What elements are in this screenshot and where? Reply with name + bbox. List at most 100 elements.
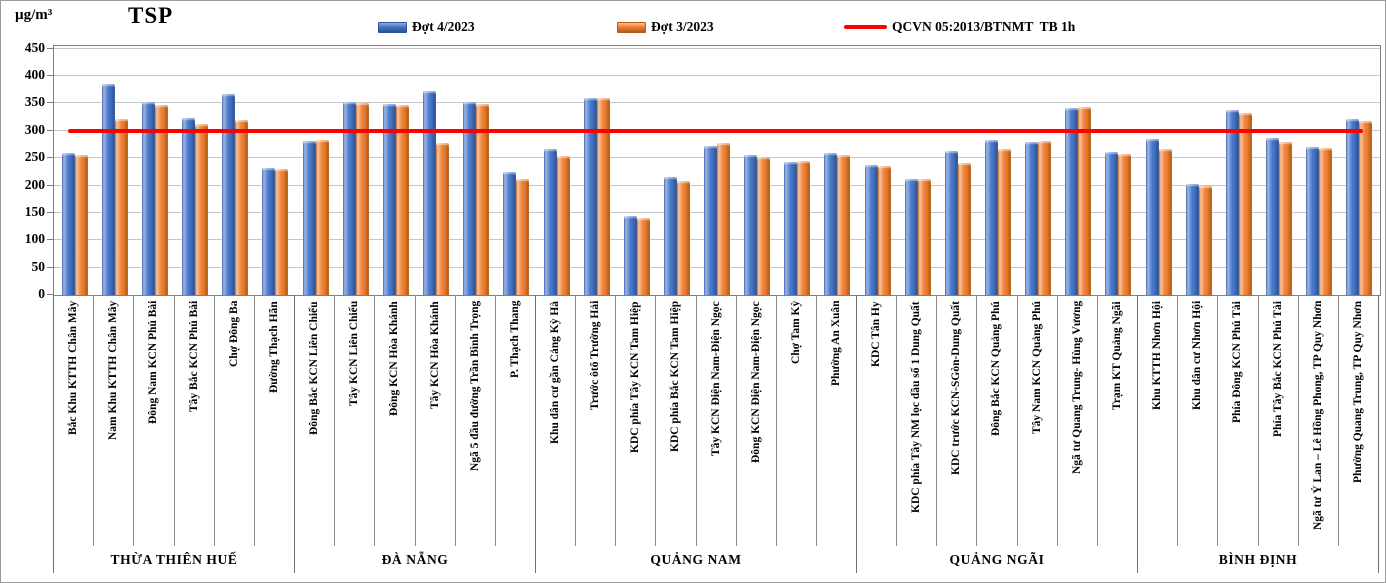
bar-dot3-2023: [878, 166, 891, 295]
bar-cell: [456, 46, 496, 295]
bar-dot4-2023: [262, 167, 275, 295]
y-tick-mark: [47, 239, 53, 241]
bar-dot3-2023: [275, 168, 288, 295]
chart-title: TSP: [128, 3, 174, 28]
y-tick-label-250: 250: [24, 149, 45, 165]
x-category-cell: Ngã tư Quang Trung- Hùng Vương: [1058, 295, 1098, 546]
x-category-label: P. Thạch Thang: [508, 301, 521, 379]
bar-dot4-2023: [503, 171, 516, 295]
gridline-350: [54, 102, 1380, 104]
bar-dot4-2023: [1266, 137, 1279, 295]
bar-cell: [255, 46, 295, 295]
bar-dot4-2023: [784, 162, 797, 295]
province-group-label: ĐÀ NẴNG: [381, 551, 449, 567]
bar-dot4-2023: [985, 140, 998, 295]
bar-group-ĐÀ NẴNG: [296, 46, 537, 295]
x-group-cells: Khu dân cư gần Cảng Kỳ Hà Trước ôtô Trườn…: [536, 295, 856, 546]
x-category-cell: Tây Bắc KCN Phú Bài: [175, 295, 215, 546]
bar-dot3-2023: [195, 123, 208, 295]
bar-dot4-2023: [624, 216, 637, 295]
bar-dot3-2023: [717, 142, 730, 295]
x-category-label: Khu dân cư gần Cảng Kỳ Hà: [549, 301, 562, 445]
y-tick-mark: [47, 184, 53, 186]
y-tick-mark: [47, 75, 53, 77]
bar-dot4-2023: [1146, 139, 1159, 295]
bar-cell: [215, 46, 255, 295]
bar-cell: [175, 46, 215, 295]
legend-red-line-icon: [844, 25, 887, 29]
x-category-label: Đường Thạch Hãn: [267, 301, 280, 393]
bar-dot3-2023: [356, 103, 369, 295]
x-category-cell: KDC phía Bắc KCN Tam Hiệp: [656, 295, 697, 546]
x-category-cell: KDC trước KCN-SGòn-Dung Quất: [937, 295, 978, 546]
bar-cell: [737, 46, 777, 295]
x-category-label: Chợ Tam Kỳ: [789, 301, 802, 365]
plot-area: [53, 45, 1381, 296]
x-category-cell: Phường An Xuân: [817, 295, 856, 546]
bar-dot3-2023: [476, 104, 489, 295]
bar-dot3-2023: [998, 148, 1011, 295]
bar-cell: [336, 46, 376, 295]
x-group-QUẢNG NAM: Khu dân cư gần Cảng Kỳ Hà Trước ôtô Trườn…: [536, 295, 857, 573]
bar-dot3-2023: [115, 118, 128, 295]
x-category-cell: Phía Tây Bắc KCN Phú Tài: [1259, 295, 1299, 546]
bar-cell: [898, 46, 938, 295]
y-tick-label-150: 150: [24, 203, 45, 219]
x-category-cell: Phía Đông KCN Phú Tài: [1218, 295, 1259, 546]
x-category-cell: Tây KCN Liên Chiểu: [335, 295, 376, 546]
x-category-label: Tây KCN Hòa Khánh: [428, 301, 441, 409]
bar-cell: [496, 46, 536, 295]
bar-dot3-2023: [958, 162, 971, 295]
y-tick-label-400: 400: [24, 67, 45, 83]
bar-cell: [1058, 46, 1098, 295]
bar-dot3-2023: [677, 180, 690, 295]
x-category-label: KDC phía Bắc KCN Tam Hiệp: [669, 301, 682, 453]
bar-cell: [95, 46, 135, 295]
bar-cell: [135, 46, 175, 295]
x-category-label: Đông Bắc KCN Quảng Phú: [990, 301, 1003, 436]
bar-group-QUẢNG NAM: [537, 46, 858, 295]
x-category-cell: Đông Bắc KCN Liên Chiểu: [295, 295, 336, 546]
bar-dot4-2023: [865, 164, 878, 295]
x-category-label: Phía Tây Bắc KCN Phú Tài: [1271, 301, 1284, 438]
bar-dot4-2023: [142, 102, 155, 295]
gridline-400: [54, 75, 1380, 77]
bar-dot3-2023: [316, 140, 329, 295]
bar-cell: [858, 46, 898, 295]
x-category-label: Tây KCN Điện Nam-Điện Ngọc: [709, 301, 722, 456]
bar-dot4-2023: [945, 151, 958, 295]
x-group-cells: Khu KTTH Nhơn Hội Khu dân cư Nhơn Hội Phía…: [1138, 295, 1378, 546]
y-tick-label-450: 450: [24, 39, 45, 55]
x-group-cells: Đông Bắc KCN Liên Chiểu Tây KCN Liên Chiể…: [295, 295, 535, 546]
bar-dot4-2023: [1226, 110, 1239, 295]
x-category-cell: Đường Thạch Hãn: [255, 295, 294, 546]
x-category-cell: Ngã 5 đầu đường Trần Bình Trọng: [456, 295, 496, 546]
x-category-cell: Nam Khu KTTH Chân Mây: [94, 295, 135, 546]
bar-dot4-2023: [1025, 142, 1038, 295]
x-category-cell: Ngã tư Ỷ Lan – Lê Hồng Phong, TP Quy Nhơ…: [1299, 295, 1339, 546]
bar-dot3-2023: [837, 154, 850, 295]
bar-dot3-2023: [396, 104, 409, 295]
x-category-label: Đông Bắc KCN Liên Chiểu: [308, 301, 321, 435]
legend-item-dot3-2023: Đợt 3/2023: [617, 19, 714, 35]
bar-dot3-2023: [918, 178, 931, 295]
x-category-label: Khu dân cư Nhơn Hội: [1191, 301, 1204, 411]
x-group-BÌNH ĐỊNH: Khu KTTH Nhơn Hội Khu dân cư Nhơn Hội Phía…: [1138, 295, 1379, 573]
bar-dot3-2023: [797, 160, 810, 295]
bar-cell: [978, 46, 1018, 295]
bar-dot3-2023: [1279, 142, 1292, 295]
bar-dot3-2023: [1319, 147, 1332, 295]
x-category-label: Tây KCN Liên Chiểu: [348, 301, 361, 407]
y-tick-label-100: 100: [24, 231, 45, 247]
y-tick-mark: [47, 129, 53, 131]
bar-cell: [416, 46, 456, 295]
legend-label-dot3-2023: Đợt 3/2023: [651, 19, 714, 34]
x-category-cell: Phường Quang Trung, TP Quy Nhơn: [1339, 295, 1378, 546]
bar-dot4-2023: [824, 152, 837, 295]
bar-group-QUẢNG NGÃI: [858, 46, 1139, 295]
x-category-cell: Đông KCN Hòa Khánh: [375, 295, 416, 546]
x-category-label: Ngã 5 đầu đường Trần Bình Trọng: [468, 301, 481, 472]
bar-cell: [617, 46, 657, 295]
y-tick-mark: [47, 294, 53, 295]
